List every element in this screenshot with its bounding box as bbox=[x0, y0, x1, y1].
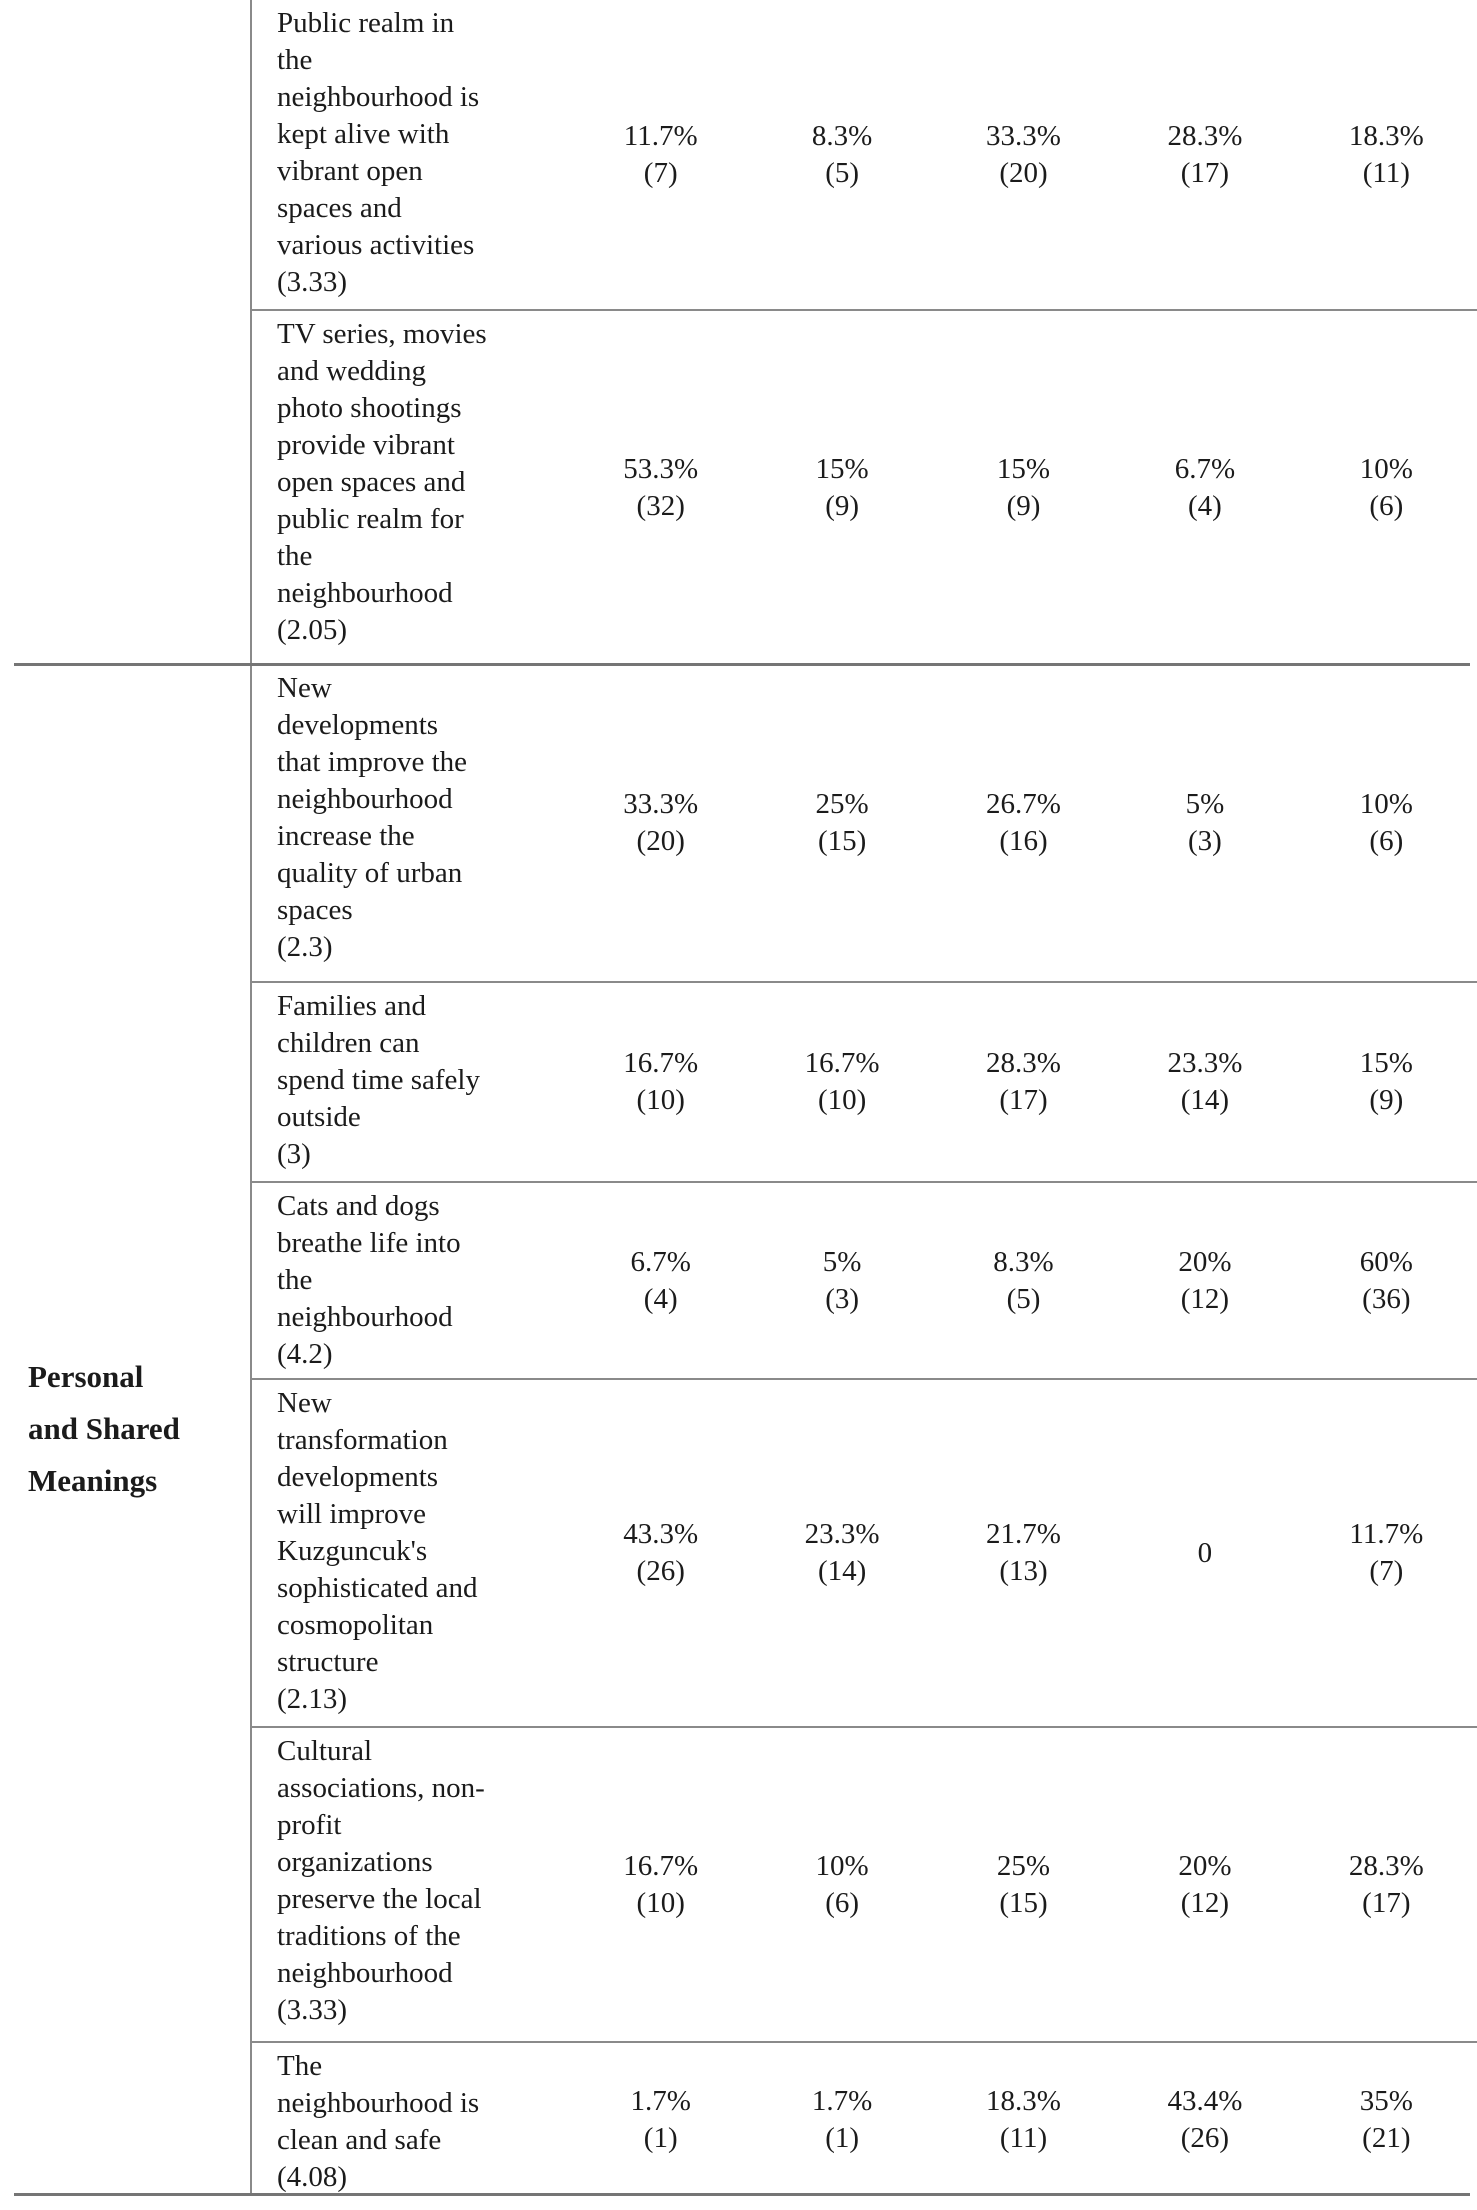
table-bottom-line bbox=[14, 2193, 1470, 2196]
value-cell: 23.3% (14) bbox=[804, 1518, 880, 1587]
value-cell: 8.3% (5) bbox=[993, 1245, 1054, 1315]
statement-cell: TV series, movies and wedding photo shoo… bbox=[277, 318, 487, 646]
statement-cell: New developments that improve the neighb… bbox=[277, 672, 468, 963]
value-cell: 11.7% (7) bbox=[623, 119, 698, 189]
value-cell: 15% (9) bbox=[1359, 1047, 1413, 1116]
value-cell: 33.3% (20) bbox=[986, 119, 1061, 189]
statement-cell: Public realm in the neighbourhood is kep… bbox=[277, 7, 480, 298]
statement-cell: The neighbourhood is clean and safe (4.0… bbox=[277, 2050, 480, 2193]
section-label: Personal and Shared Meanings bbox=[28, 1359, 180, 1498]
value-cell: 23.3% (14) bbox=[1167, 1047, 1243, 1116]
row-label-column: Personal and Shared Meanings bbox=[28, 665, 238, 2193]
value-cell: 6.7% (4) bbox=[1174, 453, 1236, 522]
value-cell: 18.3% (11) bbox=[1348, 119, 1424, 189]
value-cell: 25% (15) bbox=[996, 1849, 1051, 1919]
table-row: TV series, movies and wedding photo shoo… bbox=[250, 311, 1477, 665]
table-row: New developments that improve the neighb… bbox=[250, 665, 1477, 983]
value-cell: 10% (6) bbox=[1359, 788, 1413, 857]
value-cell: 1.7% (1) bbox=[811, 2084, 873, 2154]
value-cell: 18.3% (11) bbox=[986, 2084, 1061, 2154]
value-cell: 21.7% (13) bbox=[986, 1518, 1061, 1587]
value-cell: 16.7% (10) bbox=[623, 1047, 699, 1116]
section-divider-line bbox=[14, 663, 1470, 666]
value-cell: 16.7% (10) bbox=[804, 1047, 880, 1116]
statement-cell: New transformation developments will imp… bbox=[277, 1387, 478, 1715]
table-row: Public realm in the neighbourhood is kep… bbox=[250, 0, 1477, 311]
value-cell: 25% (15) bbox=[815, 788, 869, 857]
table-row: New transformation developments will imp… bbox=[250, 1380, 1477, 1728]
value-cell: 28.3% (17) bbox=[1167, 119, 1243, 189]
table-row: Cultural associations, non- profit organ… bbox=[250, 1728, 1477, 2043]
value-cell: 15% (9) bbox=[996, 453, 1051, 522]
value-cell: 33.3% (20) bbox=[623, 788, 699, 857]
value-cell: 16.7% (10) bbox=[623, 1849, 699, 1919]
value-cell: 5% (3) bbox=[822, 1245, 862, 1315]
value-cell: 8.3% (5) bbox=[811, 119, 873, 189]
value-cell: 28.3% (17) bbox=[1348, 1849, 1424, 1919]
table-row: Cats and dogs breathe life into the neig… bbox=[250, 1183, 1477, 1380]
value-cell: 20% (12) bbox=[1178, 1245, 1232, 1315]
value-cell: 60% (36) bbox=[1359, 1245, 1413, 1315]
value-cell: 5% (3) bbox=[1185, 788, 1225, 857]
value-cell: 6.7% (4) bbox=[630, 1245, 691, 1315]
table-row: The neighbourhood is clean and safe (4.0… bbox=[250, 2043, 1477, 2196]
value-cell: 0 bbox=[1197, 1536, 1213, 1569]
statements-table: Public realm in the neighbourhood is kep… bbox=[250, 0, 1477, 2196]
value-cell: 1.7% (1) bbox=[630, 2084, 691, 2154]
value-cell: 26.7% (16) bbox=[986, 788, 1061, 857]
table-row: Families and children can spend time saf… bbox=[250, 983, 1477, 1183]
statement-cell: Cats and dogs breathe life into the neig… bbox=[277, 1190, 461, 1370]
value-cell: 20% (12) bbox=[1178, 1849, 1232, 1919]
value-cell: 10% (6) bbox=[815, 1849, 869, 1919]
value-cell: 11.7% (7) bbox=[1349, 1518, 1424, 1587]
statement-cell: Families and children can spend time saf… bbox=[277, 990, 480, 1170]
value-cell: 35% (21) bbox=[1359, 2084, 1413, 2154]
value-cell: 10% (6) bbox=[1359, 453, 1413, 522]
statement-cell: Cultural associations, non- profit organ… bbox=[277, 1735, 485, 2026]
value-cell: 28.3% (17) bbox=[986, 1047, 1061, 1116]
value-cell: 43.4% (26) bbox=[1167, 2084, 1243, 2154]
value-cell: 53.3% (32) bbox=[623, 453, 699, 522]
value-cell: 43.3% (26) bbox=[623, 1518, 699, 1587]
column-separator-line bbox=[250, 0, 252, 2196]
value-cell: 15% (9) bbox=[815, 453, 869, 522]
